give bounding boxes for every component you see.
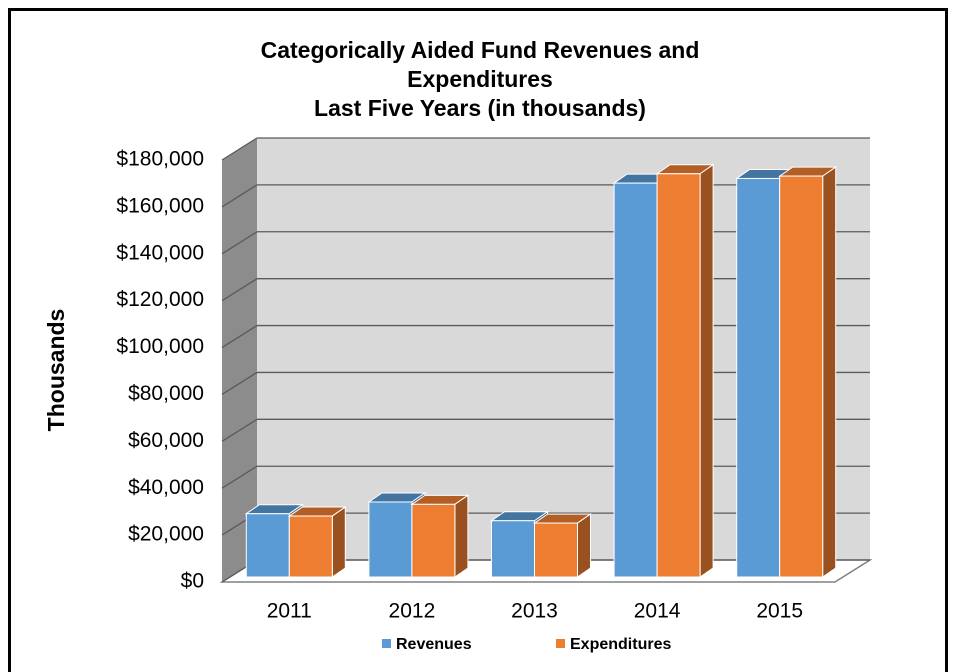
grid-line-side: [221, 325, 258, 349]
bar: [245, 513, 290, 578]
grid-line-side: [221, 418, 258, 442]
y-tick-label: $20,000: [128, 523, 204, 546]
y-tick-label: $100,000: [116, 335, 204, 358]
x-tick-label: 2015: [756, 600, 803, 623]
y-tick-label: $140,000: [116, 241, 204, 264]
bar: [368, 501, 413, 578]
bar-side: [577, 513, 591, 578]
chart-title-block: Categorically Aided Fund Revenues and Ex…: [200, 36, 760, 123]
back-wall: [257, 138, 870, 560]
grid-line-side: [221, 184, 258, 208]
chart-subtitle: Last Five Years (in thousands): [314, 95, 646, 121]
grid-line-side: [221, 137, 258, 161]
legend-label: Revenues: [396, 636, 472, 653]
y-tick-label: $160,000: [116, 194, 204, 217]
grid-line-side: [221, 231, 258, 255]
grid-line-side: [221, 465, 258, 489]
legend-label: Expenditures: [570, 636, 671, 653]
bar-side: [454, 494, 469, 578]
y-tick-label: $180,000: [116, 148, 204, 171]
y-tick-label: $40,000: [128, 476, 204, 499]
bar-side: [331, 506, 346, 578]
y-tick-label: $80,000: [128, 382, 204, 405]
legend-swatch: [382, 639, 391, 648]
frame: [8, 8, 948, 672]
bar: [411, 503, 456, 578]
bar-side: [699, 163, 714, 578]
bar: [779, 175, 824, 578]
x-tick-label: 2012: [389, 600, 436, 623]
grid-line-side: [221, 278, 258, 302]
x-tick-label: 2011: [267, 600, 312, 623]
chart-title: Categorically Aided Fund Revenues and Ex…: [260, 37, 700, 92]
bar-side: [822, 166, 837, 578]
bar: [613, 182, 658, 578]
bar: [491, 520, 535, 578]
bar: [736, 177, 781, 578]
grid-line-side: [221, 371, 258, 395]
y-axis-label: Thousands: [43, 309, 69, 432]
y-tick-label: $120,000: [116, 288, 204, 311]
x-tick-label: 2014: [634, 600, 681, 623]
y-tick-label: $60,000: [128, 429, 204, 452]
bar: [534, 522, 578, 578]
x-tick-label: 2013: [511, 600, 558, 623]
legend-swatch: [556, 639, 565, 648]
bar: [656, 173, 701, 578]
y-tick-label: $0: [181, 570, 204, 593]
bar: [288, 515, 333, 578]
